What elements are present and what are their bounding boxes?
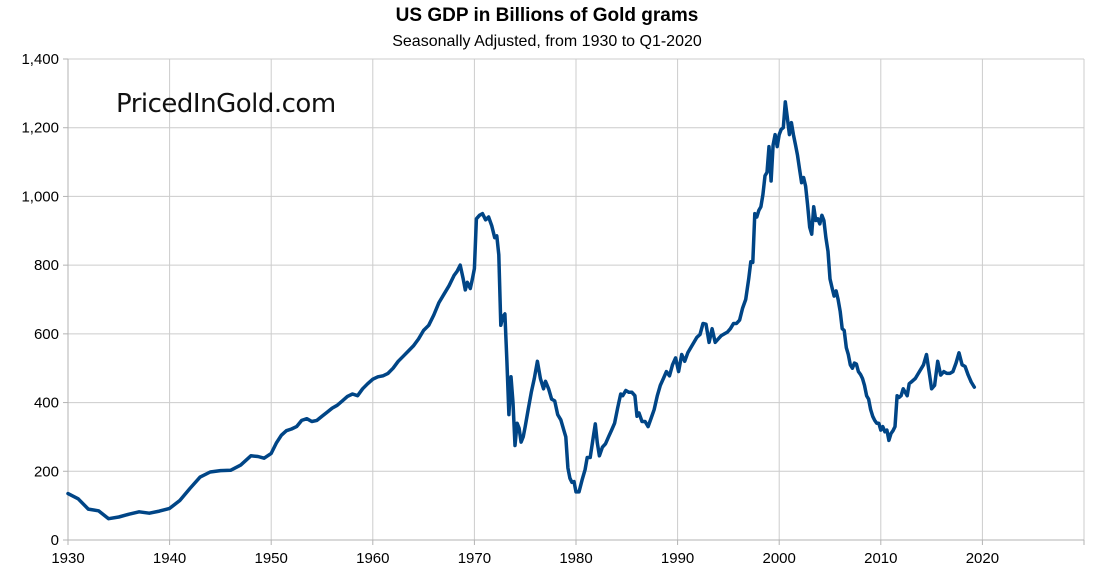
x-tick-label: 2010 — [864, 550, 897, 567]
x-tick-label: 1970 — [458, 550, 491, 567]
x-tick-label: 1980 — [559, 550, 592, 567]
y-tick-label: 1,400 — [21, 51, 59, 68]
y-tick-label: 600 — [34, 326, 59, 343]
watermark-logo: PricedInGold.com — [116, 89, 336, 119]
x-tick-label: 1940 — [153, 550, 186, 567]
tick-labels: 1930 1940 1950 1960 1970 1980 1990 2000 2010 2020… — [21, 51, 999, 567]
x-tick-label: 1960 — [356, 550, 389, 567]
x-tick-label: 1990 — [661, 550, 694, 567]
y-tick-label: 400 — [34, 395, 59, 412]
x-tick-label: 1950 — [255, 550, 288, 567]
y-tick-label: 1,000 — [21, 188, 59, 205]
series-line-gdp-gold-grams — [66, 100, 977, 521]
y-tick-label: 1,200 — [21, 120, 59, 137]
gridlines — [67, 58, 1085, 541]
x-tick-label: 2020 — [966, 550, 999, 567]
y-tick-label: 800 — [34, 257, 59, 274]
series-layer — [66, 100, 977, 521]
axes — [63, 58, 1085, 545]
y-tick-label: 0 — [51, 532, 59, 549]
x-tick-label: 1930 — [51, 550, 84, 567]
y-tick-label: 200 — [34, 463, 59, 480]
x-tick-label: 2000 — [763, 550, 796, 567]
chart-subtitle: Seasonally Adjusted, from 1930 to Q1-202… — [392, 33, 702, 50]
chart-title: US GDP in Billions of Gold grams — [396, 5, 699, 26]
